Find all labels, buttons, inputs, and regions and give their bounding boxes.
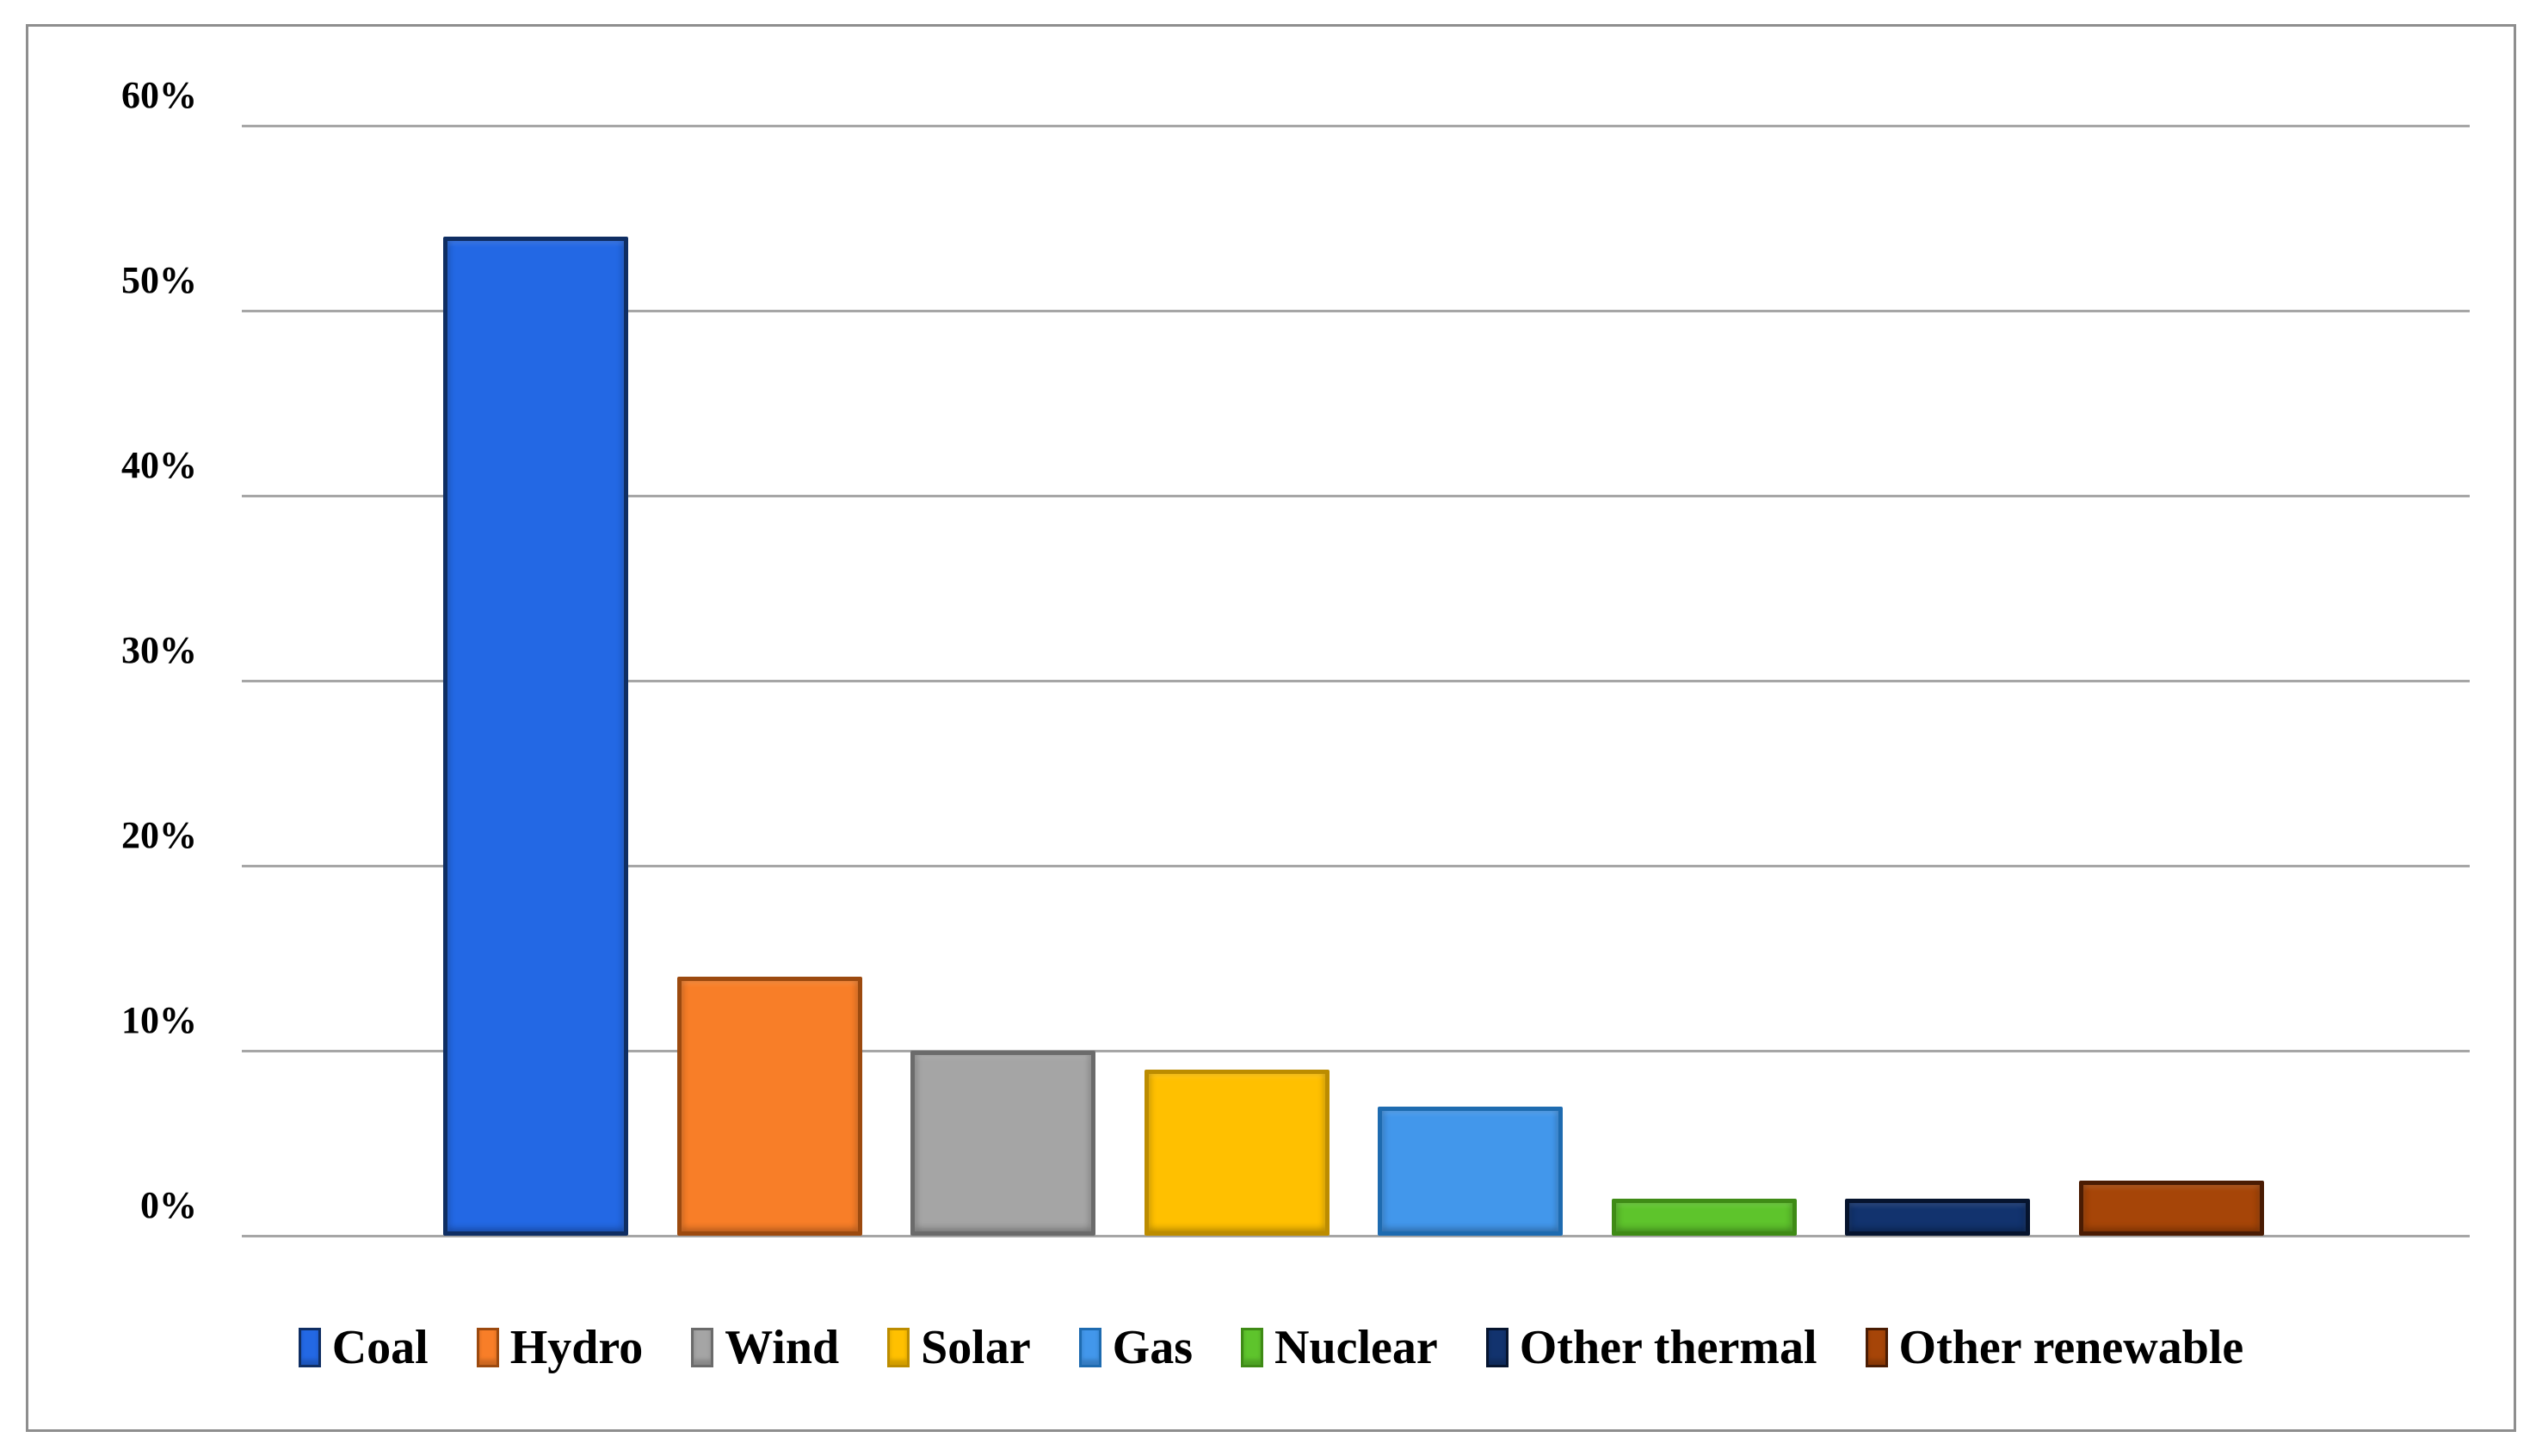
bar-solar — [1144, 1069, 1330, 1236]
gridline-60 — [242, 125, 2470, 127]
chart-frame: 60% 50% 40% 30% 20% 10% 0% Coal Hydro Wind Solar G… — [26, 24, 2516, 1432]
y-tick-label-20: 20% — [121, 814, 197, 856]
bar-slot-coal — [419, 126, 653, 1236]
legend-item-other-thermal: Other thermal — [1485, 1321, 1817, 1374]
legend-label-nuclear: Nuclear — [1274, 1321, 1438, 1374]
gridline-40 — [242, 495, 2470, 497]
legend-swatch-hydro — [476, 1328, 499, 1367]
bar-other-thermal — [1845, 1199, 2031, 1236]
plot-area — [242, 125, 2470, 1237]
legend-label-coal: Coal — [331, 1321, 429, 1374]
y-tick-label-0: 0% — [140, 1184, 197, 1226]
y-tick-label-40: 40% — [121, 444, 197, 486]
legend-item-nuclear: Nuclear — [1241, 1322, 1438, 1373]
bar-gas — [1378, 1106, 1564, 1236]
gridline-10 — [242, 1050, 2470, 1052]
bar-slot-solar — [1120, 126, 1354, 1236]
legend-label-other-thermal: Other thermal — [1519, 1321, 1817, 1374]
gridline-0 — [242, 1235, 2470, 1237]
legend-swatch-other-thermal — [1485, 1328, 1509, 1367]
legend-label-hydro: Hydro — [509, 1321, 644, 1374]
legend-swatch-gas — [1078, 1328, 1101, 1367]
legend-swatch-coal — [298, 1328, 321, 1367]
bar-slot-other-renewable — [2055, 126, 2289, 1236]
legend-label-wind: Wind — [725, 1321, 840, 1374]
legend-label-gas: Gas — [1112, 1321, 1194, 1374]
y-tick-label-60: 60% — [121, 74, 197, 116]
legend-item-other-renewable: Other renewable — [1865, 1321, 2244, 1374]
y-tick-label-10: 10% — [121, 999, 197, 1041]
legend-swatch-nuclear — [1241, 1328, 1264, 1367]
legend-item-hydro: Hydro — [476, 1321, 644, 1374]
y-tick-label-50: 50% — [121, 259, 197, 301]
bar-other-renewable — [2078, 1180, 2264, 1236]
gridline-50 — [242, 310, 2470, 312]
legend-swatch-wind — [691, 1328, 714, 1367]
gridline-30 — [242, 680, 2470, 682]
legend-label-solar: Solar — [921, 1321, 1031, 1374]
gridline-20 — [242, 865, 2470, 867]
legend-swatch-other-renewable — [1865, 1328, 1888, 1367]
legend-item-coal: Coal — [298, 1321, 429, 1374]
legend-item-solar: Solar — [887, 1322, 1031, 1373]
bars-row — [419, 126, 2288, 1236]
legend-swatch-solar — [887, 1328, 910, 1367]
bar-slot-wind — [886, 126, 1120, 1236]
bar-slot-hydro — [653, 126, 887, 1236]
bar-slot-gas — [1354, 126, 1588, 1236]
bar-slot-nuclear — [1588, 126, 1822, 1236]
bar-coal — [443, 237, 629, 1236]
bar-nuclear — [1611, 1199, 1797, 1236]
legend-item-wind: Wind — [691, 1322, 839, 1373]
bar-slot-other-thermal — [1821, 126, 2055, 1236]
y-tick-label-30: 30% — [121, 629, 197, 671]
bar-wind — [910, 1051, 1096, 1236]
legend-item-gas: Gas — [1078, 1321, 1194, 1374]
legend-label-other-renewable: Other renewable — [1898, 1321, 2244, 1374]
legend: Coal Hydro Wind Solar Gas Nuclear Other therma… — [57, 1311, 2485, 1385]
bar-hydro — [676, 977, 862, 1236]
